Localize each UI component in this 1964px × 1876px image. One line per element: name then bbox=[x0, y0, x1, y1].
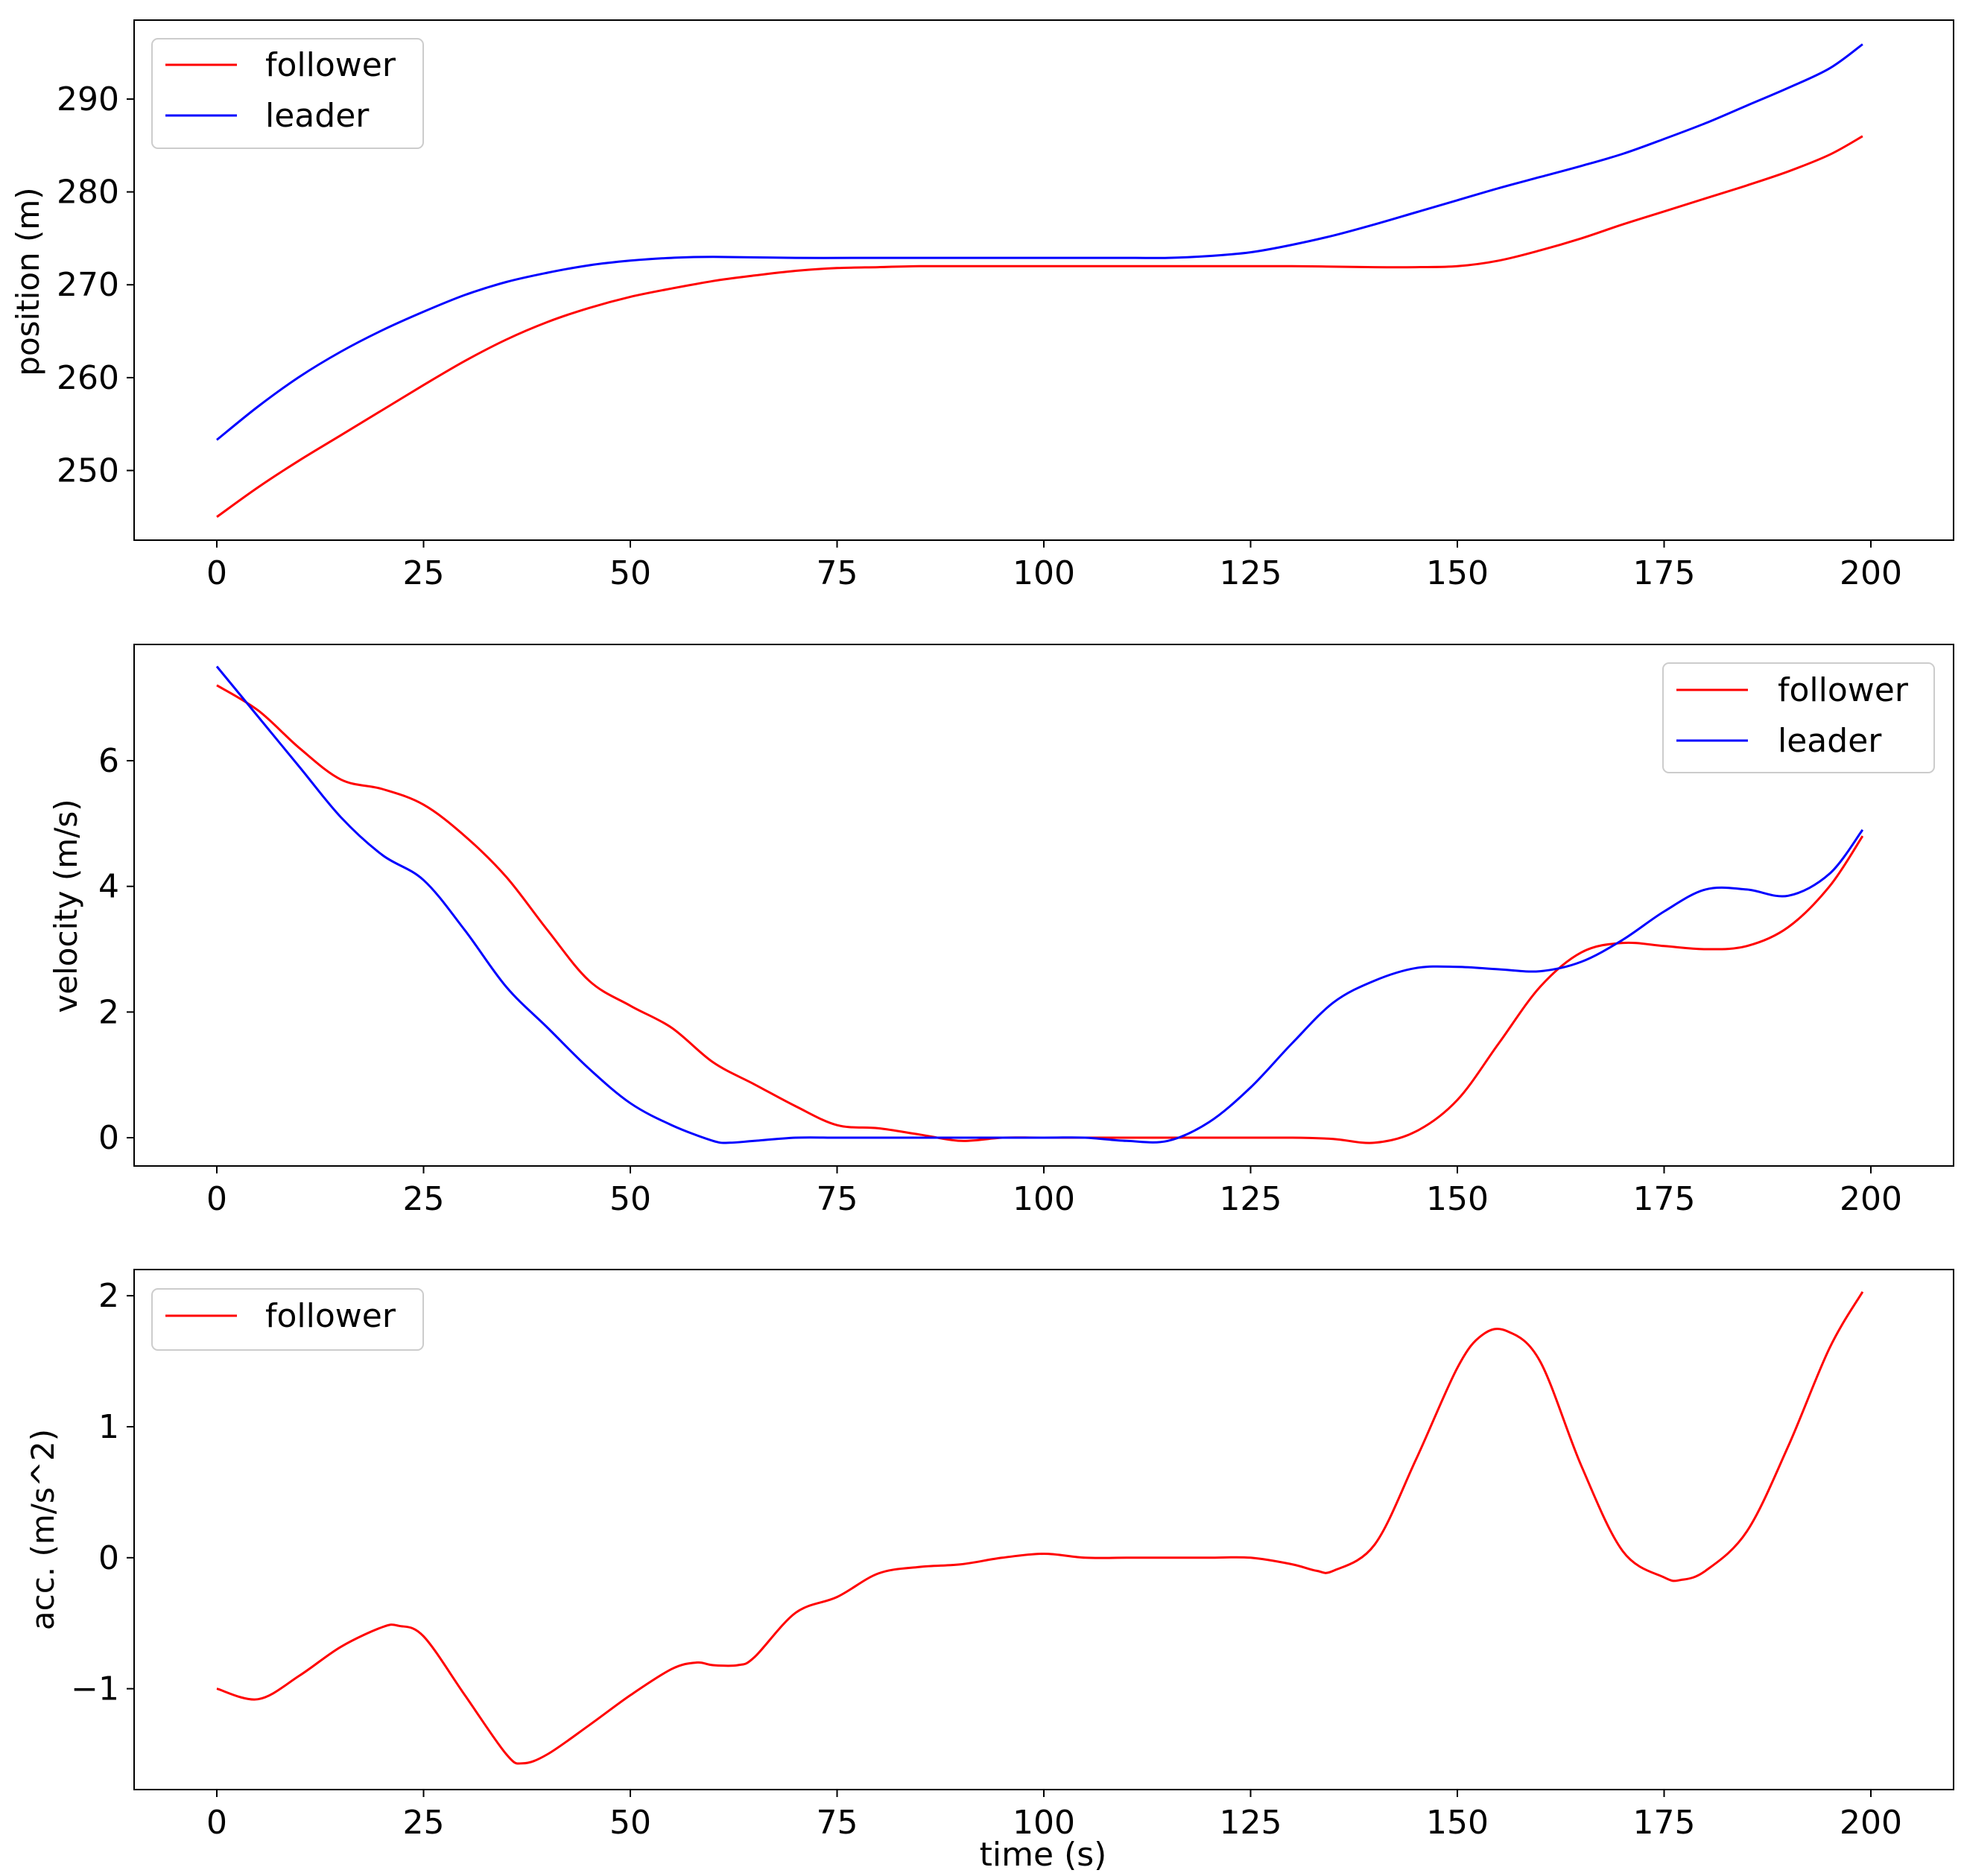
velocity-xtick-label: 75 bbox=[817, 1180, 858, 1218]
position-xtick-label: 200 bbox=[1840, 554, 1902, 592]
velocity-legend: follower leader bbox=[1662, 662, 1935, 773]
legend-leader-label: leader bbox=[265, 97, 370, 135]
position-xtick-label: 125 bbox=[1220, 554, 1282, 592]
acceleration-plot: 0 25 50 75 100 125 150 175 200 −1 0 1 2 acc. (m/s^2)… bbox=[25, 1269, 1954, 1842]
position-xtick-label: 50 bbox=[609, 554, 651, 592]
acceleration-xtick-label: 175 bbox=[1633, 1804, 1696, 1842]
acceleration-ylabel: acc. (m/s^2) bbox=[25, 1429, 61, 1630]
velocity-plot-frame bbox=[133, 644, 1954, 1167]
velocity-ytick-label: 2 bbox=[98, 993, 119, 1031]
velocity-xtick-label: 100 bbox=[1013, 1180, 1075, 1218]
velocity-xtick-label: 50 bbox=[609, 1180, 651, 1218]
position-plot: 0 25 50 75 100 125 150 175 200 250 260 270 280 290 po… bbox=[10, 19, 1954, 592]
position-xtick-label: 75 bbox=[817, 554, 858, 592]
position-ytick-label: 260 bbox=[57, 359, 119, 397]
acceleration-xtick-label: 100 bbox=[1013, 1804, 1075, 1842]
legend-frame bbox=[151, 1288, 424, 1351]
position-plot-frame bbox=[133, 19, 1954, 541]
legend-leader-label: leader bbox=[1778, 722, 1882, 760]
acceleration-ytick-label: −1 bbox=[71, 1670, 119, 1708]
acceleration-ytick-label: 0 bbox=[98, 1539, 119, 1577]
position-ytick-label: 280 bbox=[57, 174, 119, 212]
velocity-ytick-label: 0 bbox=[98, 1119, 119, 1157]
legend-follower-label: follower bbox=[1778, 671, 1909, 709]
velocity-xtick-label: 200 bbox=[1840, 1180, 1902, 1218]
position-ytick-label: 250 bbox=[57, 452, 119, 490]
acceleration-xtick-label: 200 bbox=[1840, 1804, 1902, 1842]
legend-follower-label: follower bbox=[265, 1297, 396, 1335]
velocity-xtick-label: 150 bbox=[1426, 1180, 1489, 1218]
velocity-ylabel: velocity (m/s) bbox=[48, 799, 84, 1013]
legend-frame bbox=[151, 38, 424, 149]
position-xtick-label: 175 bbox=[1633, 554, 1696, 592]
velocity-plot: 0 25 50 75 100 125 150 175 200 0 2 4 6 velocity (m/s… bbox=[48, 644, 1954, 1218]
position-xtick-label: 25 bbox=[403, 554, 445, 592]
position-legend: follower leader bbox=[151, 38, 424, 149]
x-axis-label: time (s) bbox=[980, 1836, 1107, 1874]
position-ytick-label: 290 bbox=[57, 80, 119, 118]
position-follower-line bbox=[216, 135, 1863, 519]
velocity-xtick-label: 25 bbox=[403, 1180, 445, 1218]
acceleration-legend: follower bbox=[151, 1288, 424, 1351]
acceleration-ytick-label: 1 bbox=[98, 1408, 119, 1446]
acceleration-xtick-label: 125 bbox=[1220, 1804, 1282, 1842]
acceleration-xtick-label: 25 bbox=[403, 1804, 445, 1842]
acceleration-xtick-label: 50 bbox=[609, 1804, 651, 1842]
velocity-ytick-label: 4 bbox=[98, 868, 119, 906]
acceleration-xtick-label: 150 bbox=[1426, 1804, 1489, 1842]
position-leader-line bbox=[216, 43, 1863, 441]
position-ytick-label: 270 bbox=[57, 266, 119, 304]
velocity-leader-line bbox=[215, 665, 1864, 1144]
position-ylabel: position (m) bbox=[10, 187, 46, 375]
acceleration-plot-frame bbox=[133, 1269, 1954, 1790]
acceleration-follower-line bbox=[216, 1291, 1864, 1765]
position-xtick-label: 0 bbox=[206, 554, 227, 592]
acceleration-xtick-label: 0 bbox=[206, 1804, 227, 1842]
position-xtick-label: 150 bbox=[1426, 554, 1489, 592]
velocity-xtick-label: 125 bbox=[1220, 1180, 1282, 1218]
velocity-xtick-label: 0 bbox=[206, 1180, 227, 1218]
position-xtick-label: 100 bbox=[1013, 554, 1075, 592]
velocity-ytick-label: 6 bbox=[98, 742, 119, 780]
acceleration-xtick-label: 75 bbox=[817, 1804, 858, 1842]
legend-follower-label: follower bbox=[265, 46, 396, 84]
acceleration-ytick-label: 2 bbox=[98, 1277, 119, 1315]
velocity-xtick-label: 175 bbox=[1633, 1180, 1696, 1218]
